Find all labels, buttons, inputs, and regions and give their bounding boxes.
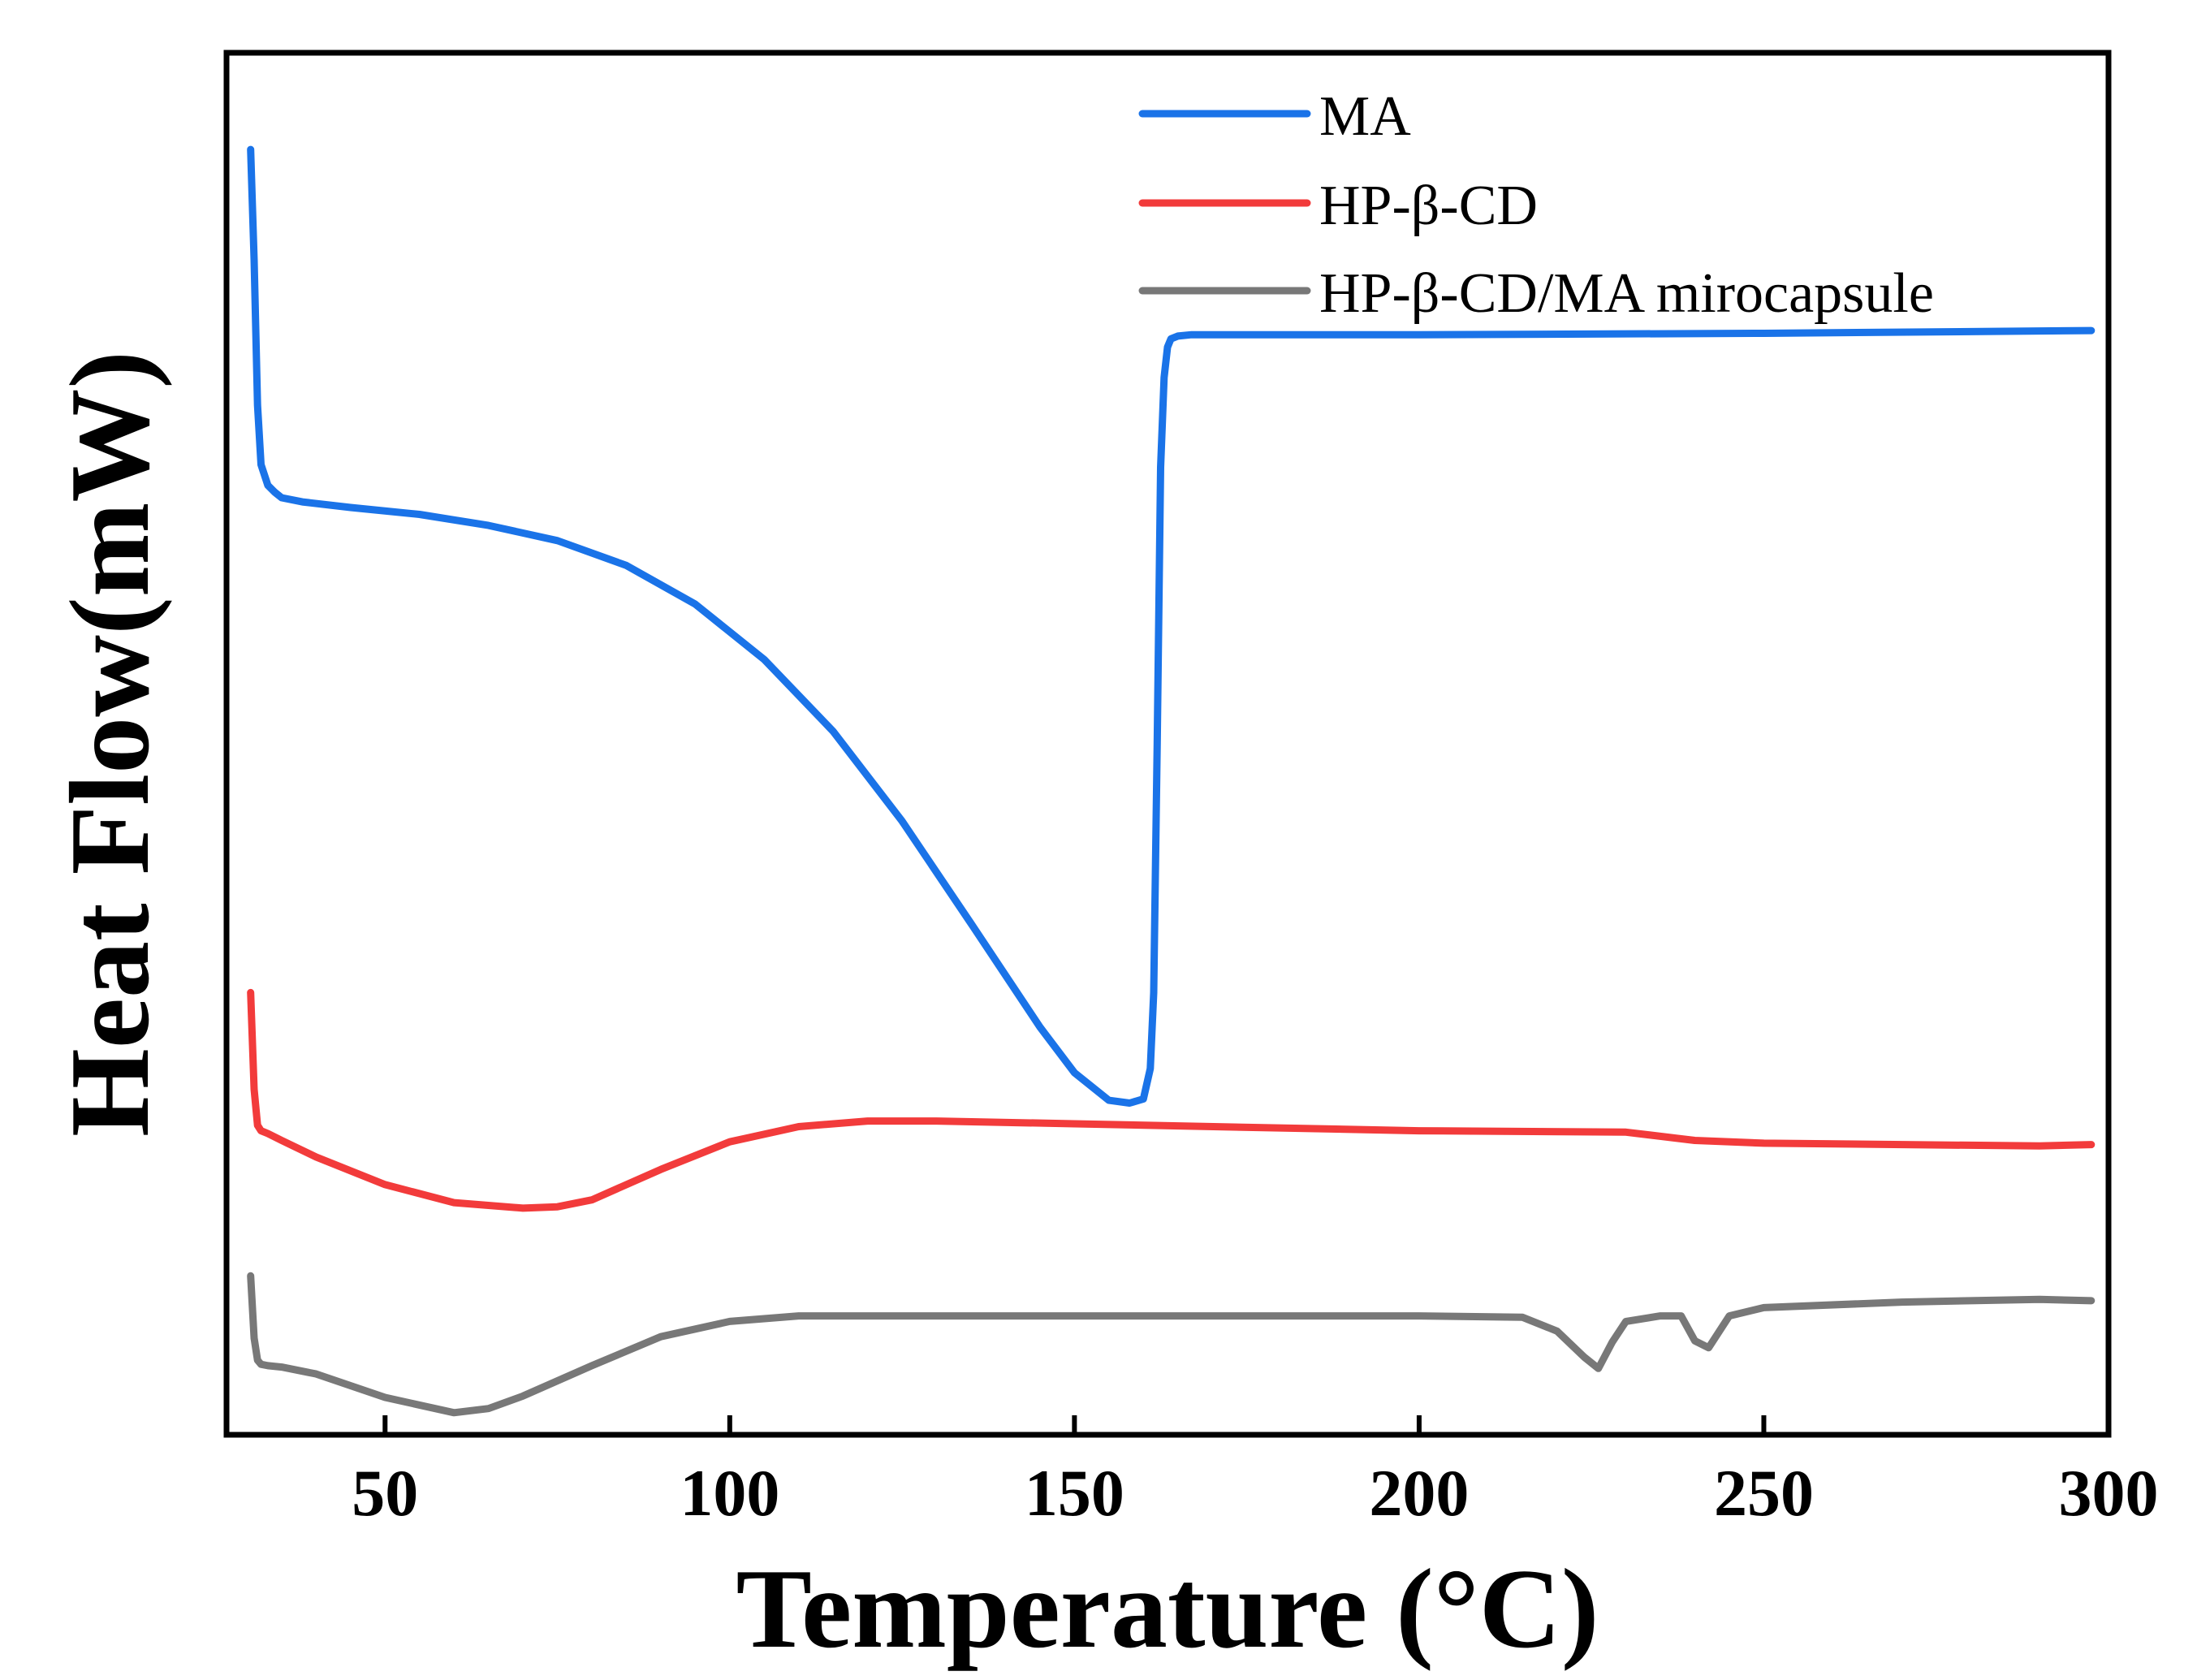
x-tick-label: 100 [680,1456,779,1530]
x-tick-label: 50 [352,1456,418,1530]
x-tick-label: 250 [1714,1456,1814,1530]
x-tick-label: 300 [2059,1456,2159,1530]
x-tick-label: 200 [1369,1456,1469,1530]
x-axis-title: Temperature (°C) [736,1546,1599,1672]
legend-label: MA [1319,85,1411,148]
series-layer [247,145,2096,1417]
series-line-1 [247,145,2096,1107]
legend-label: HP-β-CD/MA mirocapsule [1319,262,1934,325]
x-tick-label: 150 [1025,1456,1124,1530]
x-axis-ticks: 50 100 150 200 250 300 [352,1415,2159,1530]
plot-frame [223,50,2112,1438]
legend-label: HP-β-CD [1319,175,1538,237]
y-axis-title: Heat Flow(mW) [47,351,173,1137]
series-line-2 [247,988,2096,1212]
legend: MA HP-β-CD HP-β-CD/MA mirocapsule [1138,85,1934,325]
series-line-3 [247,1272,2096,1417]
